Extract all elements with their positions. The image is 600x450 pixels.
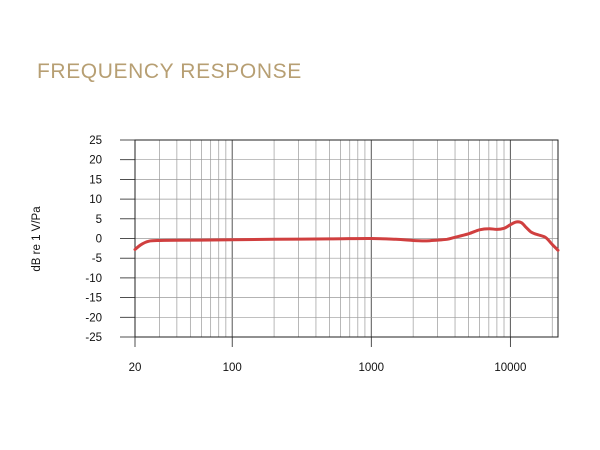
response-curve — [133, 220, 560, 252]
y-tick-label: -5 — [92, 253, 102, 265]
y-tick-label: -10 — [85, 273, 102, 285]
y-tick-label: 25 — [89, 135, 102, 147]
x-tick-label: 20 — [129, 362, 142, 374]
series-layer — [133, 220, 560, 252]
y-tick-label: 20 — [89, 155, 102, 167]
y-tick-label: -25 — [85, 332, 102, 344]
x-tick-label: 1000 — [358, 362, 384, 374]
y-tick-label: 0 — [96, 234, 102, 246]
x-axis-ticks: 20 100 1000 10000 — [129, 337, 526, 374]
x-tick-label: 100 — [223, 362, 242, 374]
y-tick-label: 5 — [96, 214, 102, 226]
y-tick-label: 10 — [89, 194, 102, 206]
x-tick-label: 10000 — [494, 362, 526, 374]
y-axis-ticks: 25 20 15 10 5 0 -5 -10 -15 -20 -25 — [85, 135, 135, 344]
y-tick-label: -15 — [85, 293, 102, 305]
chart-title: FREQUENCY RESPONSE — [37, 60, 302, 83]
y-tick-label: 15 — [89, 174, 102, 186]
y-axis-label: dB re 1 V/Pa — [31, 206, 43, 272]
y-tick-label: -20 — [85, 312, 102, 324]
